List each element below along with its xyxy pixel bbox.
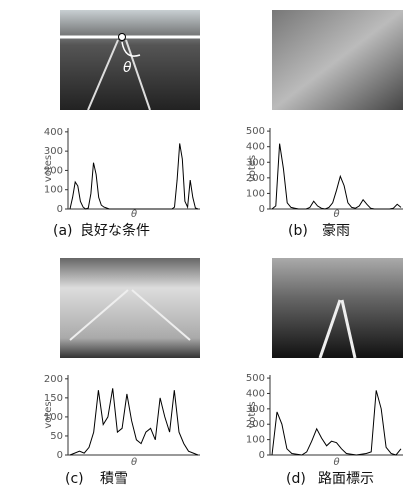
y-tick-label: 400	[44, 127, 63, 138]
photo-c	[60, 258, 200, 358]
y-axis-label: votes	[43, 401, 54, 428]
y-tick-label: 0	[57, 204, 63, 215]
y-axis-label: votes	[43, 155, 54, 182]
y-tick-label: 500	[246, 126, 265, 137]
photo-annotation: θ	[123, 60, 132, 76]
photo-d	[272, 258, 403, 358]
y-axis-label: votes	[247, 155, 258, 182]
panel-label: (c)	[65, 471, 84, 487]
y-tick-label: 0	[57, 450, 63, 461]
vote-line	[272, 144, 401, 209]
y-tick-label: 0	[259, 450, 265, 461]
figure: θ 0100200300400votesθ(a)良好な条件01002003004…	[0, 0, 403, 488]
x-axis-label: θ	[333, 457, 339, 468]
vote-line	[272, 390, 401, 455]
y-tick-label: 500	[246, 373, 265, 384]
y-tick-label: 50	[50, 431, 63, 442]
y-tick-label: 0	[259, 204, 265, 215]
x-axis-label: θ	[131, 457, 137, 468]
vote-line	[70, 143, 198, 209]
y-tick-label: 400	[246, 388, 265, 399]
y-tick-label: 100	[246, 188, 265, 199]
panel-caption: 豪雨	[322, 223, 350, 239]
panel-label: (b)	[288, 223, 308, 239]
photo-b	[272, 10, 403, 110]
y-tick-label: 100	[44, 185, 63, 196]
y-tick-label: 100	[246, 435, 265, 446]
y-tick-label: 400	[246, 142, 265, 153]
panel-label: (a)	[53, 223, 73, 239]
panel-label: (d)	[286, 471, 306, 487]
y-axis-label: votes	[247, 401, 258, 428]
panel-caption: 積雪	[100, 471, 128, 487]
x-axis-label: θ	[131, 209, 137, 220]
photo-a: θ	[60, 10, 200, 110]
y-tick-label: 200	[44, 374, 63, 385]
panel-caption: 路面標示	[318, 471, 374, 487]
x-axis-label: θ	[333, 209, 339, 220]
panel-caption: 良好な条件	[80, 222, 150, 239]
vote-line	[70, 388, 198, 455]
